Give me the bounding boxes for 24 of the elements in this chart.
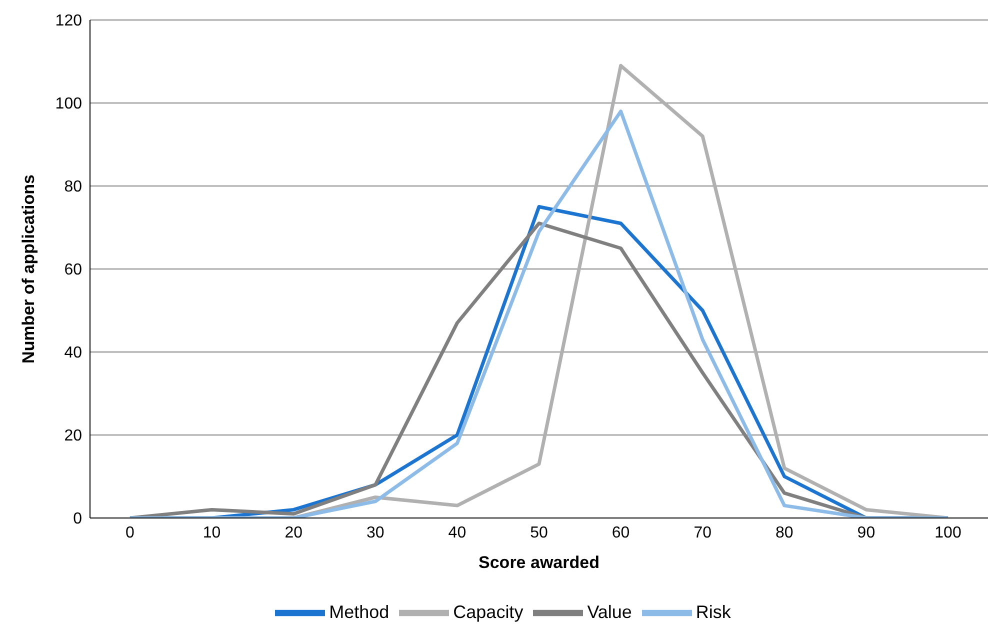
x-tick-label: 50 (530, 524, 548, 542)
y-tick-label: 120 (55, 12, 82, 30)
x-tick-label: 90 (857, 524, 876, 542)
y-tick-label: 0 (73, 510, 82, 528)
x-axis-title: Score awarded (478, 553, 600, 572)
y-tick-label: 20 (64, 428, 82, 445)
legend-label: Value (587, 602, 632, 622)
legend-label: Capacity (453, 602, 524, 622)
x-tick-label: 80 (776, 524, 794, 542)
y-axis-title: Number of applications (19, 174, 38, 364)
x-tick-label: 10 (202, 524, 221, 542)
x-tick-label: 100 (934, 524, 962, 542)
x-tick-label: 0 (126, 524, 135, 542)
legend-label: Risk (696, 602, 731, 622)
x-tick-label: 70 (694, 524, 712, 542)
x-tick-label: 20 (284, 524, 303, 542)
y-tick-label: 60 (64, 262, 82, 279)
y-tick-label: 100 (55, 96, 82, 113)
x-tick-label: 60 (612, 524, 630, 542)
x-tick-label: 40 (448, 524, 466, 542)
x-tick-label: 30 (366, 524, 384, 542)
y-tick-label: 80 (64, 178, 82, 196)
legend-label: Method (329, 602, 390, 622)
y-tick-label: 40 (64, 344, 82, 362)
